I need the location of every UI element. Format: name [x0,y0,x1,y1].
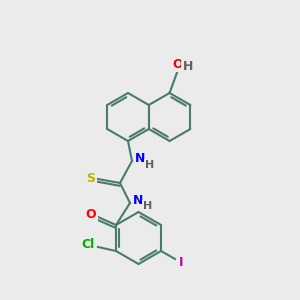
Text: H: H [146,160,154,170]
Text: N: N [133,194,143,206]
Text: Cl: Cl [81,238,94,251]
Text: S: S [86,172,95,185]
Text: O: O [172,58,183,70]
Text: H: H [182,59,193,73]
Text: H: H [143,201,153,211]
Text: O: O [86,208,96,221]
Text: N: N [135,152,145,166]
Text: I: I [179,256,183,269]
